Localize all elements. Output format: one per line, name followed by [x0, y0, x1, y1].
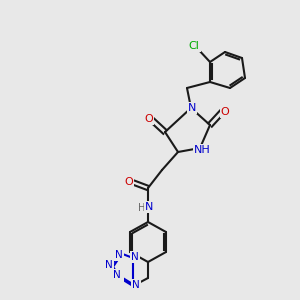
- Text: N: N: [115, 272, 123, 282]
- Text: O: O: [124, 177, 134, 187]
- Text: N: N: [105, 260, 113, 270]
- Text: N: N: [145, 202, 153, 212]
- Text: N: N: [113, 270, 121, 280]
- Text: Cl: Cl: [189, 41, 200, 51]
- Text: N: N: [131, 252, 139, 262]
- Text: O: O: [145, 114, 153, 124]
- Text: N: N: [132, 280, 140, 290]
- Text: N: N: [188, 103, 196, 113]
- Text: N: N: [115, 250, 123, 260]
- Text: O: O: [220, 107, 230, 117]
- Text: H: H: [138, 203, 146, 213]
- Text: NH: NH: [194, 145, 210, 155]
